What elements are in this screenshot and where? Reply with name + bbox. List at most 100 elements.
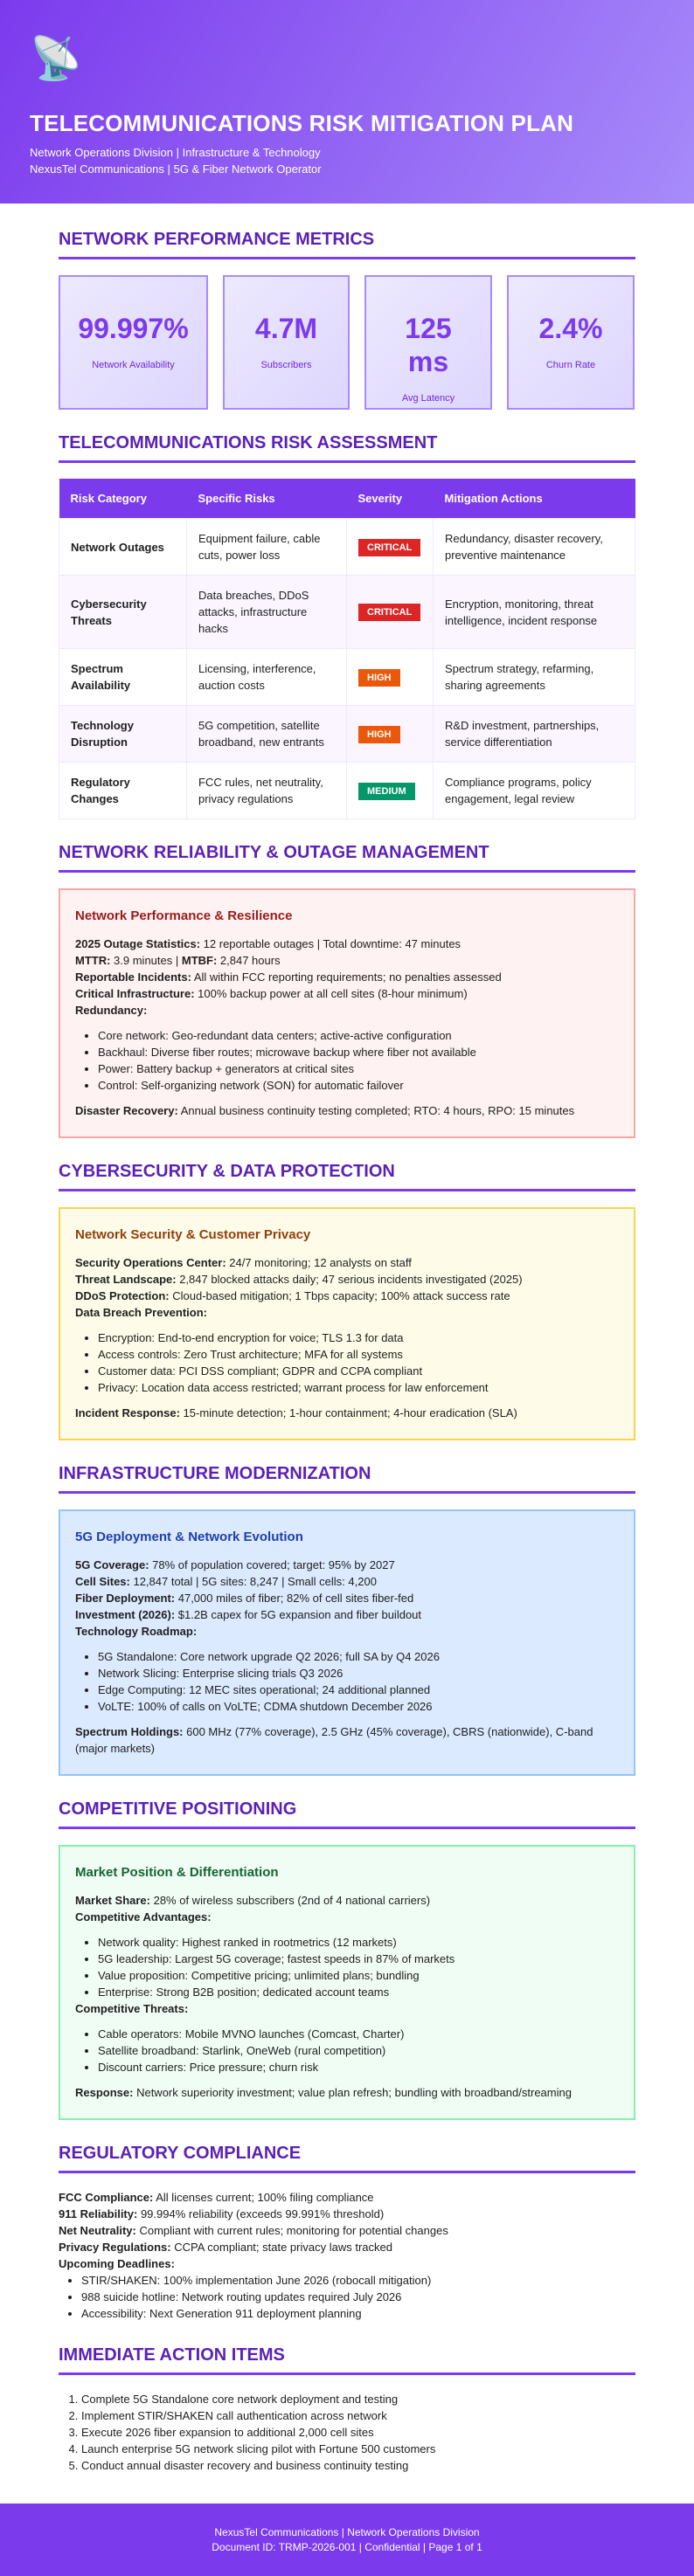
section-title-reliability: NETWORK RELIABILITY & OUTAGE MANAGEMENT bbox=[59, 843, 489, 862]
risk-category: Technology Disruption bbox=[59, 705, 187, 763]
field-label: Disaster Recovery: bbox=[75, 1104, 178, 1117]
field-value: 2,847 hours bbox=[217, 954, 281, 967]
action-item: Complete 5G Standalone core network depl… bbox=[81, 2391, 635, 2407]
table-row: Network Outages Equipment failure, cable… bbox=[59, 518, 635, 576]
column-header: Specific Risks bbox=[186, 479, 347, 519]
list-item: Control: Self-organizing network (SON) f… bbox=[98, 1077, 619, 1094]
section-divider bbox=[59, 2171, 635, 2173]
risk-category: Regulatory Changes bbox=[59, 762, 187, 819]
field-label: MTTR: bbox=[75, 954, 111, 967]
field-label: 911 Reliability: bbox=[59, 2207, 138, 2220]
box-title: Network Security & Customer Privacy bbox=[75, 1227, 311, 1242]
section-title-infra: INFRASTRUCTURE MODERNIZATION bbox=[59, 1464, 371, 1483]
roadmap-list: 5G Standalone: Core network upgrade Q2 2… bbox=[98, 1648, 619, 1715]
section-divider bbox=[59, 257, 635, 259]
footer-document-id: Document ID: TRMP-2026-001 | Confidentia… bbox=[212, 2541, 482, 2553]
section-divider bbox=[59, 1189, 635, 1191]
field-label: Redundancy: bbox=[75, 1004, 148, 1017]
field-label: Reportable Incidents: bbox=[75, 970, 191, 984]
metric-value: 99.997% bbox=[78, 313, 189, 344]
severity-badge: HIGH bbox=[358, 725, 400, 743]
market-share: Market Share: 28% of wireless subscriber… bbox=[75, 1892, 619, 1909]
list-item: Network Slicing: Enterprise slicing tria… bbox=[98, 1665, 619, 1682]
threats-label: Competitive Threats: bbox=[75, 2000, 619, 2017]
subtitle-division: Network Operations Division | Infrastruc… bbox=[30, 146, 321, 159]
metric-value: 4.7M bbox=[254, 313, 318, 344]
metric-card: 2.4% Churn Rate bbox=[507, 275, 635, 410]
field-label: Fiber Deployment: bbox=[75, 1592, 176, 1605]
section-title-metrics: NETWORK PERFORMANCE METRICS bbox=[59, 230, 375, 249]
table-row: Cybersecurity Threats Data breaches, DDo… bbox=[59, 575, 635, 649]
severity-badge: MEDIUM bbox=[358, 782, 415, 800]
competitive-box: Market Position & Differentiation Market… bbox=[59, 1845, 635, 2120]
redundancy-list: Core network: Geo-redundant data centers… bbox=[98, 1027, 619, 1094]
specific-risks: Data breaches, DDoS attacks, infrastruct… bbox=[186, 575, 347, 649]
section-divider bbox=[59, 1491, 635, 1494]
field-label: MTBF: bbox=[181, 954, 218, 967]
document-header: 📡 TELECOMMUNICATIONS RISK MITIGATION PLA… bbox=[0, 0, 694, 204]
severity-cell: CRITICAL bbox=[346, 575, 434, 649]
incident-response: Incident Response: 15-minute detection; … bbox=[75, 1405, 619, 1421]
disaster-recovery: Disaster Recovery: Annual business conti… bbox=[75, 1102, 619, 1119]
advantages-list: Network quality: Highest ranked in rootm… bbox=[98, 1934, 619, 2000]
field-label: 2025 Outage Statistics: bbox=[75, 937, 201, 950]
field-value: 2,847 blocked attacks daily; 47 serious … bbox=[176, 1273, 523, 1286]
severity-cell: HIGH bbox=[346, 648, 434, 706]
list-item: Network quality: Highest ranked in rootm… bbox=[98, 1934, 619, 1951]
field-label: Net Neutrality: bbox=[59, 2224, 136, 2237]
specific-risks: 5G competition, satellite broadband, new… bbox=[186, 705, 347, 763]
list-item: Core network: Geo-redundant data centers… bbox=[98, 1027, 619, 1044]
list-item: Power: Battery backup + generators at cr… bbox=[98, 1060, 619, 1077]
list-item: Satellite broadband: Starlink, OneWeb (r… bbox=[98, 2042, 619, 2059]
field-label: Market Share: bbox=[75, 1894, 150, 1907]
list-item: Access controls: Zero Trust architecture… bbox=[98, 1346, 619, 1363]
net-neutrality: Net Neutrality: Compliant with current r… bbox=[59, 2222, 635, 2239]
risk-category: Network Outages bbox=[59, 518, 187, 576]
reliability-box: Network Performance & Resilience 2025 Ou… bbox=[59, 888, 635, 1138]
mitigation-actions: Compliance programs, policy engagement, … bbox=[433, 762, 635, 819]
severity-cell: HIGH bbox=[346, 705, 434, 763]
list-item: Encryption: End-to-end encryption for vo… bbox=[98, 1329, 619, 1346]
infra-box: 5G Deployment & Network Evolution 5G Cov… bbox=[59, 1509, 635, 1776]
field-value: 3.9 minutes | bbox=[110, 954, 182, 967]
section-divider bbox=[59, 460, 635, 463]
section-divider bbox=[59, 870, 635, 873]
list-item: 5G Standalone: Core network upgrade Q2 2… bbox=[98, 1648, 619, 1665]
5g-coverage: 5G Coverage: 78% of population covered; … bbox=[75, 1557, 619, 1573]
section-divider bbox=[59, 2372, 635, 2375]
risk-category: Cybersecurity Threats bbox=[59, 575, 187, 649]
field-value: 12,847 total | 5G sites: 8,247 | Small c… bbox=[129, 1575, 377, 1588]
column-header: Mitigation Actions bbox=[433, 479, 635, 519]
severity-cell: MEDIUM bbox=[346, 762, 434, 819]
action-item: Launch enterprise 5G network slicing pil… bbox=[81, 2441, 635, 2457]
mitigation-actions: R&D investment, partnerships, service di… bbox=[433, 705, 635, 763]
outage-statistics: 2025 Outage Statistics: 12 reportable ou… bbox=[75, 936, 619, 952]
section-divider bbox=[59, 1827, 635, 1829]
field-value: 78% of population covered; target: 95% b… bbox=[149, 1558, 395, 1571]
action-item: Execute 2026 fiber expansion to addition… bbox=[81, 2424, 635, 2441]
specific-risks: FCC rules, net neutrality, privacy regul… bbox=[186, 762, 347, 819]
metric-card: 4.7M Subscribers bbox=[223, 275, 350, 410]
field-label: Incident Response: bbox=[75, 1406, 180, 1419]
list-item: Value proposition: Competitive pricing; … bbox=[98, 1967, 619, 1984]
field-value: 24/7 monitoring; 12 analysts on staff bbox=[226, 1256, 412, 1269]
table-row: Technology Disruption 5G competition, sa… bbox=[59, 705, 635, 763]
911-reliability: 911 Reliability: 99.994% reliability (ex… bbox=[59, 2206, 635, 2222]
field-label: Spectrum Holdings: bbox=[75, 1725, 184, 1738]
footer-company: NexusTel Communications | Network Operat… bbox=[214, 2526, 480, 2538]
document-footer: NexusTel Communications | Network Operat… bbox=[0, 2503, 694, 2576]
section-title-actions: IMMEDIATE ACTION ITEMS bbox=[59, 2345, 285, 2365]
deadlines-list: STIR/SHAKEN: 100% implementation June 20… bbox=[81, 2272, 635, 2322]
specific-risks: Licensing, interference, auction costs bbox=[186, 648, 347, 706]
field-label: Technology Roadmap: bbox=[75, 1625, 198, 1638]
field-value: 100% backup power at all cell sites (8-h… bbox=[194, 987, 468, 1000]
metric-card: 99.997% Network Availability bbox=[59, 275, 208, 410]
section-title-regulatory: REGULATORY COMPLIANCE bbox=[59, 2144, 302, 2163]
field-label: Cell Sites: bbox=[75, 1575, 130, 1588]
metrics-cards: 99.997% Network Availability 4.7M Subscrib… bbox=[59, 275, 635, 410]
action-item: Conduct annual disaster recovery and bus… bbox=[81, 2457, 635, 2474]
fiber-deployment: Fiber Deployment: 47,000 miles of fiber;… bbox=[75, 1590, 619, 1606]
list-item: 5G leadership: Largest 5G coverage; fast… bbox=[98, 1951, 619, 1967]
threat-landscape: Threat Landscape: 2,847 blocked attacks … bbox=[75, 1271, 619, 1288]
field-value: 47,000 miles of fiber; 82% of cell sites… bbox=[175, 1592, 414, 1605]
